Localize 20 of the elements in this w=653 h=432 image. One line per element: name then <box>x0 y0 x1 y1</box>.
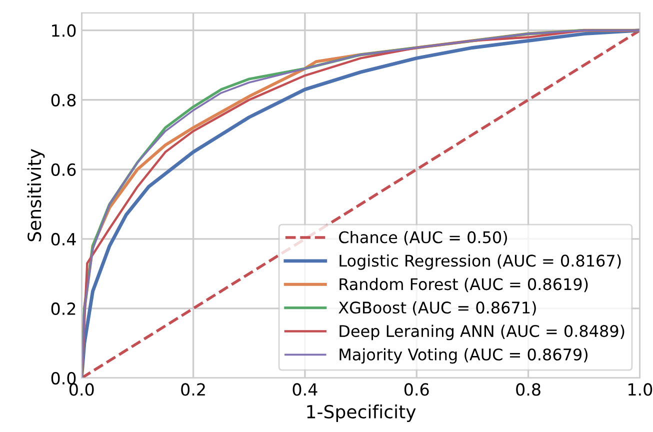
y-tick-label: 0.8 <box>51 94 76 106</box>
x-tick-label: 0.0 <box>69 383 94 396</box>
y-tick-label: 0.4 <box>51 232 76 246</box>
legend-label: Chance (AUC = 0.50) <box>339 230 507 246</box>
y-tick-label: 0.6 <box>51 163 76 176</box>
y-tick-label: 0.0 <box>51 372 76 385</box>
y-tick-label: 0.2 <box>51 302 76 316</box>
x-tick-label: 0.6 <box>404 383 429 396</box>
x-tick-label: 0.4 <box>292 383 318 396</box>
x-tick-label: 1.0 <box>628 383 652 396</box>
legend-label: Random Forest (AUC = 0.8619) <box>340 278 588 292</box>
x-tick-label: 0.2 <box>181 383 205 396</box>
legend-label: Deep Leraning ANN (AUC = 0.8489) <box>340 324 624 340</box>
x-axis-title: 1-Specificity <box>307 404 416 422</box>
legend-label: XGBoost (AUC = 0.8671) <box>338 301 536 316</box>
x-tick-label: 0.8 <box>516 383 540 396</box>
y-axis-title: Sensitivity <box>27 149 45 242</box>
y-tick-label: 1.0 <box>52 24 76 37</box>
legend-label: Majority Voting (AUC = 0.8679) <box>340 348 588 364</box>
legend-label: Logistic Regression (AUC = 0.8167) <box>340 254 621 270</box>
